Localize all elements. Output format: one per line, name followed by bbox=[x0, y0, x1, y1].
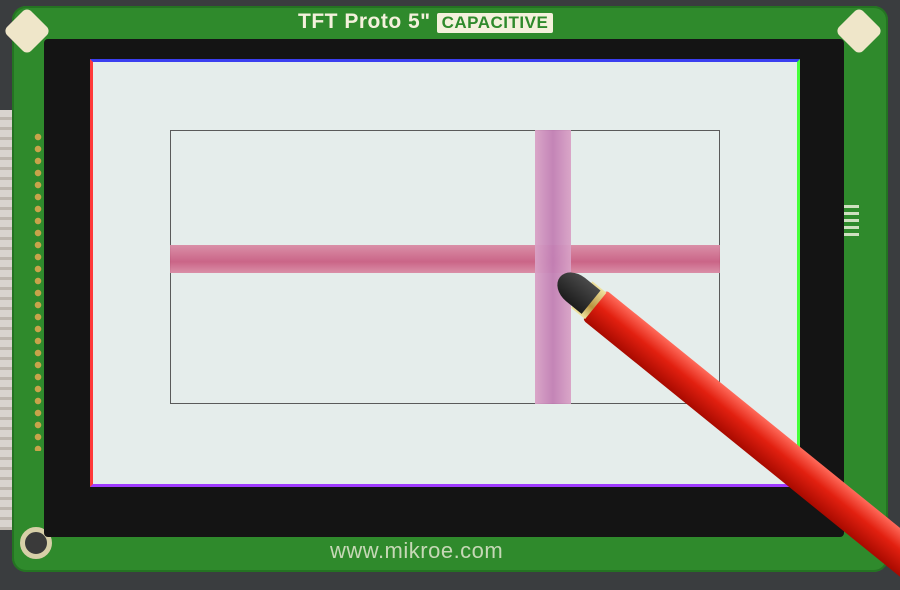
board-title: TFT Proto 5" CAPACITIVE bbox=[298, 10, 554, 34]
capacitive-badge: CAPACITIVE bbox=[436, 13, 554, 33]
crosshair-vertical-bar bbox=[535, 130, 571, 404]
board-url: www.mikroe.com bbox=[330, 538, 504, 563]
board-marking bbox=[843, 205, 859, 240]
board-title-text: TFT Proto 5" bbox=[298, 10, 431, 33]
crosshair-horizontal-bar bbox=[170, 245, 720, 273]
